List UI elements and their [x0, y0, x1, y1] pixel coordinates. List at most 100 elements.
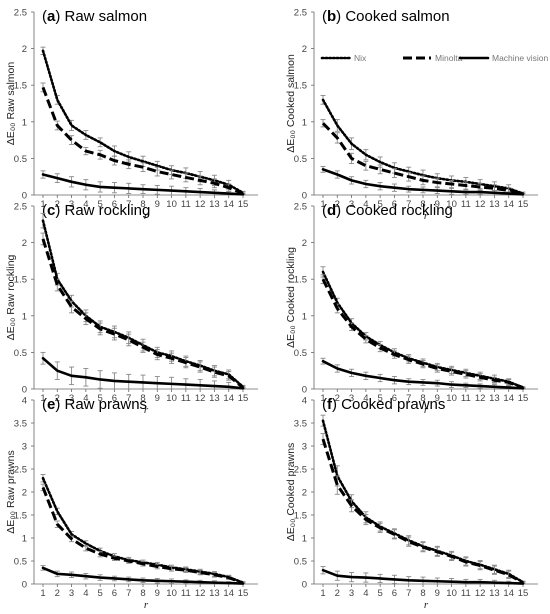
x-tick-label: 12: [195, 588, 206, 599]
x-tick-label: 11: [461, 588, 471, 599]
y-tick-label: 4: [302, 396, 307, 407]
x-tick-label: 11: [181, 393, 191, 404]
y-tick-label: 0: [302, 580, 307, 591]
legend-label: Minolta: [435, 53, 463, 63]
x-tick-label: 8: [140, 199, 145, 210]
series-line: [321, 568, 525, 585]
panel-title: (f) Cooked prawns: [322, 396, 445, 413]
x-tick-label: 5: [377, 393, 382, 404]
x-tick-label: 13: [489, 588, 500, 599]
y-tick-label: 1: [302, 117, 307, 128]
y-tick-label: 0: [302, 191, 307, 202]
series-machine-vision: [40, 170, 246, 196]
y-tick-label: 3: [22, 442, 27, 453]
x-tick-label: 14: [223, 393, 234, 404]
panel-title-paren: (: [42, 202, 47, 219]
x-tick-label: 13: [489, 199, 500, 210]
x-tick-label: 15: [238, 199, 249, 210]
x-axis-label: r: [144, 404, 149, 416]
x-tick-label: 1: [40, 199, 45, 210]
y-tick-label: 1: [22, 311, 27, 322]
x-tick-label: 7: [406, 588, 411, 599]
y-tick-label: 2.5: [294, 465, 307, 476]
y-tick-label: 2: [302, 44, 307, 55]
panel-title-paren: (: [42, 8, 47, 25]
y-axis-label: ΔE₀₀ Raw salmon: [5, 62, 17, 146]
y-tick-label: 4: [22, 396, 27, 407]
x-tick-label: 7: [406, 393, 411, 404]
x-tick-label: 7: [126, 199, 131, 210]
x-tick-label: 12: [195, 199, 206, 210]
y-tick-label: 1.5: [294, 511, 307, 522]
series-minolta: [320, 274, 526, 389]
panel-title: (a) Raw salmon: [42, 8, 147, 25]
y-tick-label: 2: [22, 44, 27, 55]
y-axis-label: ΔE₀₀ Cooked salmon: [285, 54, 297, 153]
x-tick-label: 8: [420, 393, 425, 404]
panel-letter: d: [327, 202, 336, 219]
x-tick-label: 8: [420, 588, 425, 599]
series-line: [41, 356, 245, 390]
legend: Nix Minolta Machine vision: [320, 53, 548, 63]
y-tick-label: 3.5: [294, 419, 307, 430]
series-line: [41, 486, 244, 585]
x-tick-label: 14: [503, 199, 514, 210]
y-tick-label: 2.5: [14, 8, 27, 19]
x-tick-label: 6: [392, 199, 397, 210]
series-nix: [40, 474, 246, 584]
x-tick-label: 7: [126, 588, 131, 599]
x-tick-label: 3: [349, 588, 354, 599]
x-axis-label: r: [424, 210, 429, 222]
y-tick-label: 1.5: [14, 275, 27, 286]
x-tick-label: 9: [155, 393, 160, 404]
x-tick-label: 6: [112, 199, 117, 210]
y-axis-label: ΔE₀₀ Cooked rockling: [285, 247, 297, 348]
panel-title-paren: (: [322, 202, 327, 219]
series-machine-vision: [320, 566, 526, 585]
y-tick-label: 1: [22, 534, 27, 545]
y-tick-label: 0.5: [294, 557, 307, 568]
y-tick-label: 1.5: [14, 511, 27, 522]
panel-letter: e: [47, 396, 55, 413]
legend-label: Nix: [354, 53, 367, 63]
x-tick-label: 6: [112, 393, 117, 404]
x-tick-label: 12: [475, 588, 486, 599]
panel-title: (e) Raw prawns: [42, 396, 147, 413]
y-axis-label: ΔE₀₀ Raw rockling: [5, 254, 17, 340]
x-tick-label: 1: [320, 199, 325, 210]
x-tick-label: 10: [446, 199, 457, 210]
x-tick-label: 4: [363, 393, 368, 404]
x-tick-label: 6: [112, 588, 117, 599]
x-tick-label: 5: [97, 393, 102, 404]
x-tick-label: 4: [363, 588, 368, 599]
x-tick-label: 10: [166, 199, 177, 210]
series-machine-vision: [40, 351, 246, 390]
panel-title-paren: (: [322, 396, 327, 413]
x-tick-label: 15: [518, 199, 529, 210]
x-tick-label: 13: [209, 199, 220, 210]
x-tick-label: 2: [335, 199, 340, 210]
panel-e: 00.511.522.533.541 2 3 4 5 6 7 8 9 10 11 12 13 14 15rΔ…: [5, 396, 258, 611]
series-nix: [320, 414, 526, 584]
x-tick-label: 11: [461, 393, 471, 404]
x-tick-label: 13: [489, 393, 500, 404]
x-tick-label: 7: [406, 199, 411, 210]
x-tick-label: 8: [420, 199, 425, 210]
y-axis-label: ΔE₀₀ Cooked prawns: [285, 443, 297, 542]
x-tick-label: 10: [166, 393, 177, 404]
series-line: [41, 86, 244, 195]
y-axis-label: ΔE₀₀ Raw prawns: [5, 450, 17, 533]
x-tick-label: 4: [363, 199, 368, 210]
series-line: [321, 122, 524, 196]
x-tick-label: 2: [335, 588, 340, 599]
y-tick-label: 1.5: [14, 81, 27, 92]
panel-title-text: ) Raw rockling: [55, 202, 150, 219]
panel-title-paren: (: [322, 8, 327, 25]
series-line: [321, 359, 525, 390]
x-tick-label: 5: [97, 588, 102, 599]
x-tick-label: 14: [223, 199, 234, 210]
legend-label: Machine vision: [492, 53, 548, 63]
x-tick-label: 14: [503, 588, 514, 599]
